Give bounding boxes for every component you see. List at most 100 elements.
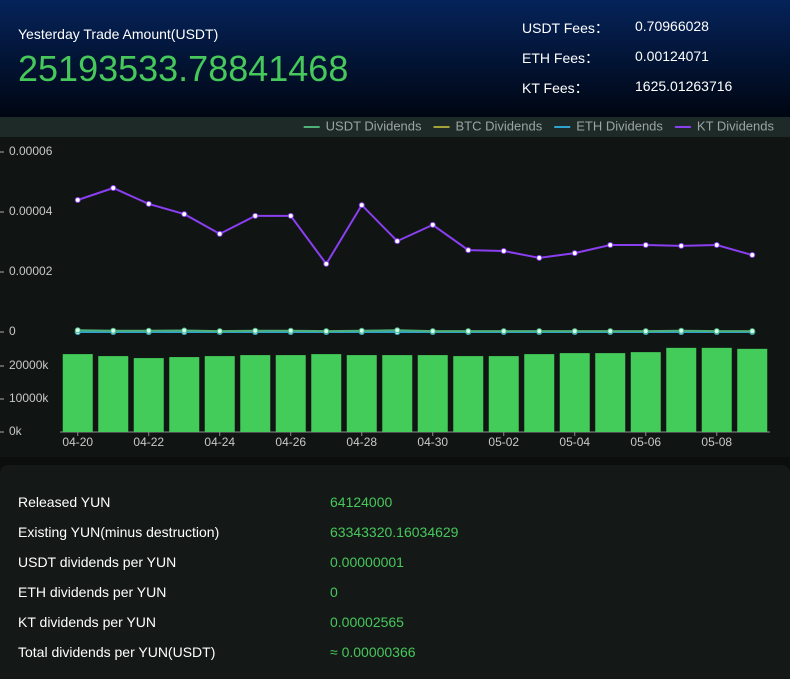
point bbox=[74, 197, 81, 203]
stat-value: 63343320.16034629 bbox=[330, 524, 459, 540]
point bbox=[536, 328, 543, 335]
point bbox=[571, 328, 578, 335]
x-tick-label: 04-30 bbox=[417, 435, 448, 449]
legend-label: BTC Dividends bbox=[456, 118, 543, 133]
point bbox=[713, 328, 720, 335]
y-tick-label: 0 bbox=[9, 324, 16, 338]
stat-label: Existing YUN(minus destruction) bbox=[18, 524, 220, 540]
x-tick-label: 04-20 bbox=[62, 435, 93, 449]
stat-row: Total dividends per YUN(USDT) ≈ 0.0000036… bbox=[18, 644, 416, 660]
series-line bbox=[77, 329, 753, 333]
stat-value: 0 bbox=[330, 584, 338, 600]
point bbox=[145, 200, 152, 207]
point bbox=[749, 252, 756, 259]
stat-label: USDT dividends per YUN bbox=[18, 554, 177, 570]
point bbox=[607, 328, 614, 335]
point bbox=[536, 254, 543, 261]
point bbox=[216, 230, 223, 237]
bar bbox=[346, 355, 377, 432]
fee-row: KT Fees： 1625.01263716 bbox=[522, 78, 732, 98]
stat-value: 0.00002565 bbox=[330, 614, 404, 630]
legend-label: USDT Dividends bbox=[326, 118, 422, 133]
fee-value: 0.70966028 bbox=[635, 18, 709, 34]
bar bbox=[169, 357, 200, 432]
bar bbox=[311, 354, 342, 432]
y-tick-label: 0k bbox=[9, 424, 23, 438]
stat-label: Released YUN bbox=[18, 494, 111, 510]
point bbox=[252, 327, 259, 334]
point bbox=[252, 212, 259, 219]
legend-bar bbox=[0, 117, 790, 137]
stat-row: Released YUN 64124000 bbox=[18, 494, 392, 510]
trade-amount: 25193533.78841468 bbox=[18, 48, 349, 89]
legend-label: ETH Dividends bbox=[576, 118, 663, 133]
point bbox=[571, 250, 578, 257]
bar bbox=[240, 355, 271, 432]
point bbox=[216, 328, 223, 335]
bar bbox=[701, 347, 732, 432]
point bbox=[607, 242, 614, 248]
point bbox=[465, 328, 472, 335]
fee-label: ETH Fees： bbox=[522, 50, 600, 66]
point bbox=[181, 211, 188, 218]
point bbox=[678, 242, 685, 249]
x-tick-label: 04-28 bbox=[346, 435, 377, 449]
bar bbox=[559, 353, 590, 432]
point bbox=[323, 260, 330, 267]
point bbox=[358, 327, 365, 334]
point bbox=[465, 247, 472, 254]
point bbox=[500, 328, 507, 335]
fee-label: KT Fees： bbox=[522, 80, 589, 96]
point bbox=[749, 328, 756, 335]
x-tick-label: 04-26 bbox=[275, 435, 306, 449]
x-tick-label: 04-24 bbox=[204, 435, 235, 449]
point bbox=[394, 327, 401, 334]
point bbox=[429, 221, 436, 228]
bar bbox=[630, 352, 661, 432]
bar bbox=[488, 356, 519, 432]
x-tick-label: 05-02 bbox=[488, 435, 519, 449]
fee-label: USDT Fees： bbox=[522, 20, 609, 36]
point bbox=[394, 238, 401, 245]
point bbox=[642, 242, 649, 248]
bar bbox=[666, 347, 697, 432]
y-tick-label: 0.00006 bbox=[9, 144, 53, 158]
point bbox=[145, 327, 152, 334]
stat-row: ETH dividends per YUN 0 bbox=[18, 584, 338, 600]
point bbox=[358, 202, 365, 209]
point bbox=[74, 327, 81, 334]
legend-label: KT Dividends bbox=[697, 118, 775, 133]
bar bbox=[275, 355, 306, 432]
x-tick-label: 04-22 bbox=[133, 435, 164, 449]
fee-value: 1625.01263716 bbox=[635, 78, 733, 94]
point bbox=[323, 328, 330, 335]
stat-value: ≈ 0.00000366 bbox=[330, 644, 416, 660]
x-tick-label: 05-04 bbox=[559, 435, 590, 449]
y-tick-label: 10000k bbox=[9, 391, 49, 405]
stat-row: Existing YUN(minus destruction) 63343320.… bbox=[18, 524, 458, 540]
chart: 0 0.00002 0.00004 0.00006 KT Dividends ETH Di… bbox=[0, 117, 790, 457]
bar bbox=[133, 358, 164, 432]
bar bbox=[204, 356, 235, 432]
series-line bbox=[77, 186, 753, 266]
point bbox=[678, 327, 685, 334]
y-tick-label: 0.00002 bbox=[9, 264, 53, 278]
point bbox=[287, 212, 294, 219]
bar bbox=[453, 356, 484, 432]
stat-label: Total dividends per YUN(USDT) bbox=[18, 644, 216, 660]
bar bbox=[62, 354, 93, 432]
y-tick-label: 20000k bbox=[9, 358, 49, 372]
bar bbox=[524, 354, 555, 432]
stat-value: 0.00000001 bbox=[330, 554, 404, 570]
bar bbox=[737, 348, 768, 432]
x-tick-label: 05-08 bbox=[701, 435, 732, 449]
stat-value: 64124000 bbox=[330, 494, 393, 510]
y-tick-label: 0.00004 bbox=[9, 204, 53, 218]
bar bbox=[595, 353, 626, 432]
point bbox=[110, 185, 117, 191]
bar bbox=[382, 355, 413, 432]
stat-label: ETH dividends per YUN bbox=[18, 584, 167, 600]
fee-value: 0.00124071 bbox=[635, 48, 709, 64]
stats-panel: Released YUN 64124000 Existing YUN(minus d… bbox=[0, 465, 790, 679]
